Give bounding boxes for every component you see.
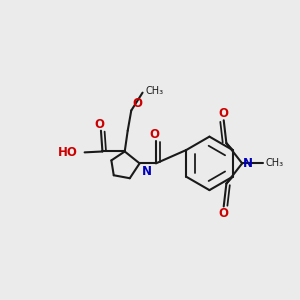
Text: O: O bbox=[94, 118, 104, 130]
Text: O: O bbox=[132, 97, 142, 110]
Text: N: N bbox=[243, 157, 253, 170]
Text: N: N bbox=[141, 165, 152, 178]
Text: HO: HO bbox=[58, 146, 77, 159]
Text: CH₃: CH₃ bbox=[266, 158, 284, 168]
Text: O: O bbox=[149, 128, 160, 141]
Text: O: O bbox=[219, 206, 229, 220]
Text: O: O bbox=[219, 107, 229, 120]
Text: CH₃: CH₃ bbox=[146, 86, 164, 96]
